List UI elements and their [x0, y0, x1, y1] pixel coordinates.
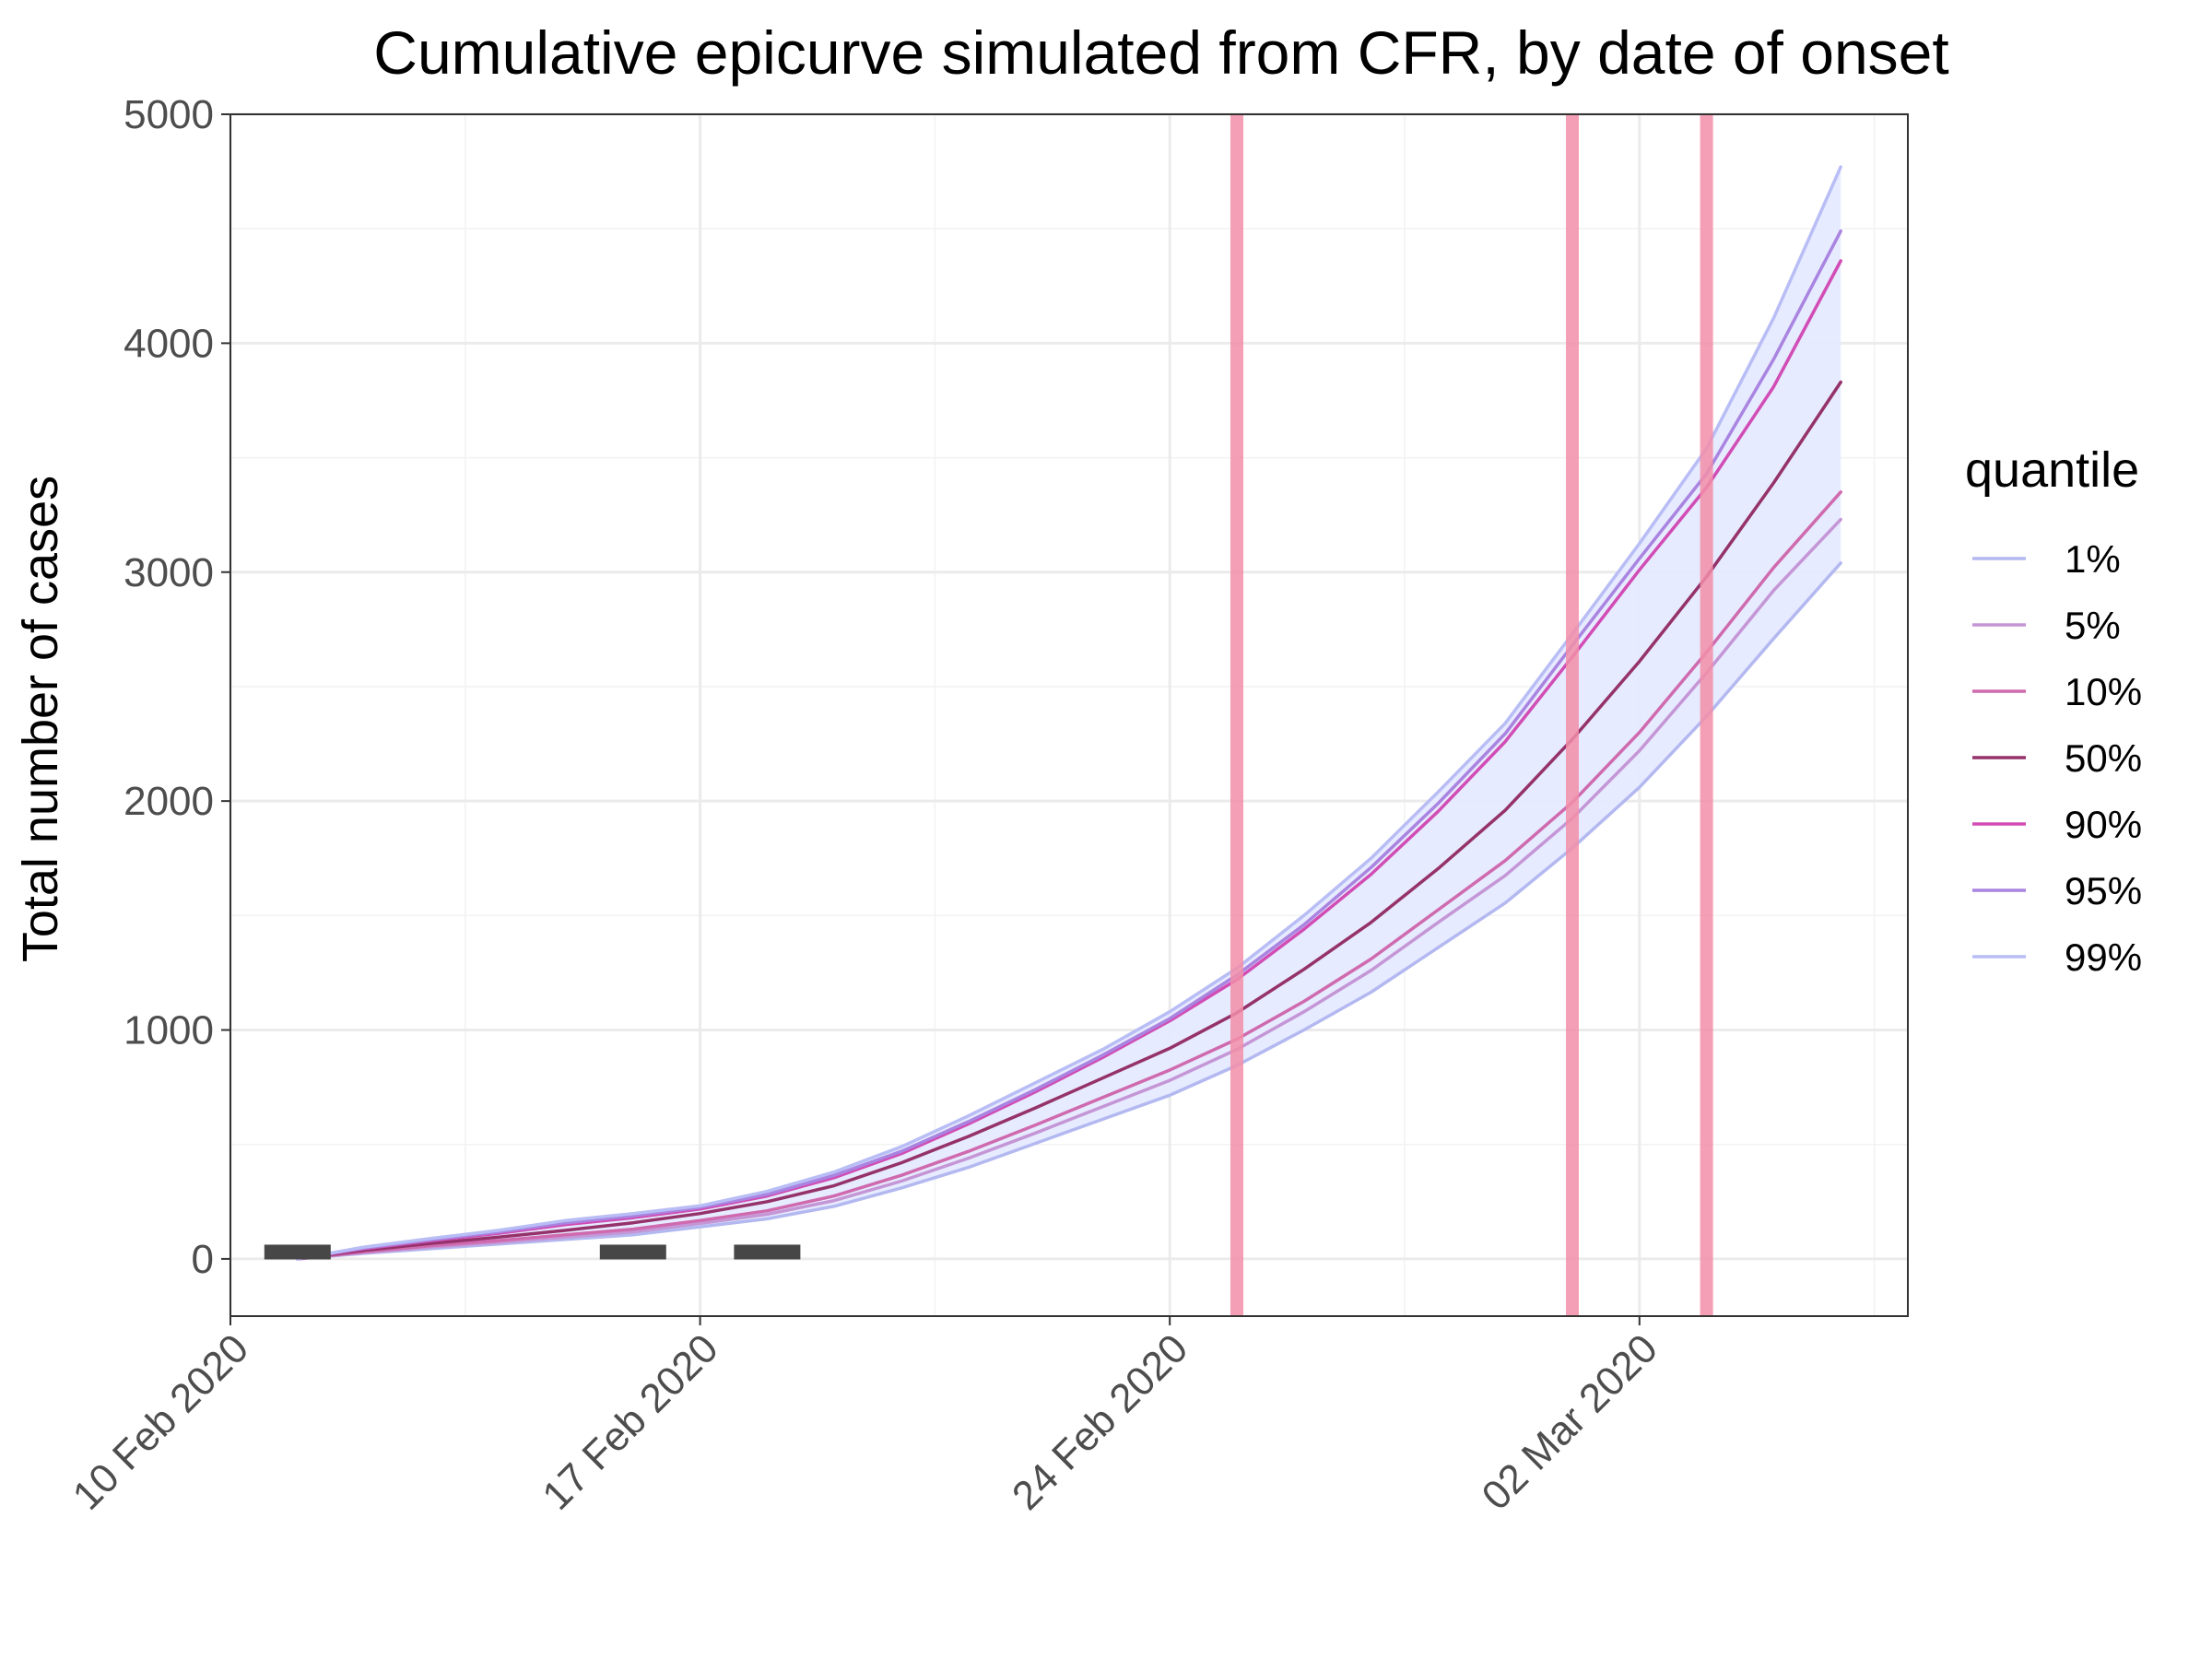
legend-title: quantile — [1965, 442, 2139, 498]
chart-title: Cumulative epicurve simulated from CFR, … — [373, 18, 1948, 87]
plot-area — [229, 112, 1909, 1317]
y-tick-label: 5000 — [124, 92, 214, 137]
series-line-99pct — [296, 165, 1842, 1261]
legend-label: 95% — [2065, 869, 2142, 912]
series-line-50pct — [296, 380, 1842, 1261]
y-tick-label: 2000 — [124, 779, 214, 824]
y-axis-label: Total number of cases — [13, 476, 68, 962]
series-line-95pct — [296, 229, 1842, 1261]
series-line-5pct — [296, 517, 1842, 1261]
grid-minor — [230, 114, 1908, 1316]
y-tick-label: 1000 — [124, 1008, 214, 1053]
observed-death-marks — [264, 1244, 801, 1260]
y-tick-label: 4000 — [124, 321, 214, 366]
observed-death-mark — [599, 1244, 666, 1260]
legend-label: 90% — [2065, 803, 2142, 846]
legend: quantile 1% 5% 10% 50% 90% 95% 99% — [1965, 442, 2142, 979]
panel-border — [229, 113, 1909, 1317]
legend-label: 99% — [2065, 935, 2142, 979]
observed-death-mark — [734, 1244, 801, 1260]
legend-label: 5% — [2065, 604, 2121, 647]
legend-label: 50% — [2065, 736, 2142, 780]
y-tick-label: 0 — [192, 1237, 214, 1282]
quantile-band — [297, 167, 1841, 1259]
vertical-reference-lines — [1230, 114, 1713, 1316]
series-line-10pct — [296, 490, 1842, 1261]
legend-items: 1% 5% 10% 50% 90% 95% 99% — [1972, 537, 2142, 979]
y-tick-label: 3000 — [124, 550, 214, 595]
series-line-90pct — [296, 259, 1842, 1261]
legend-label: 10% — [2065, 670, 2142, 713]
observed-death-mark — [264, 1244, 331, 1260]
series-lines — [296, 165, 1842, 1261]
y-axis: 0 1000 2000 3000 4000 5000 — [124, 92, 230, 1282]
legend-label: 1% — [2065, 537, 2121, 581]
series-line-1pct — [296, 561, 1842, 1261]
